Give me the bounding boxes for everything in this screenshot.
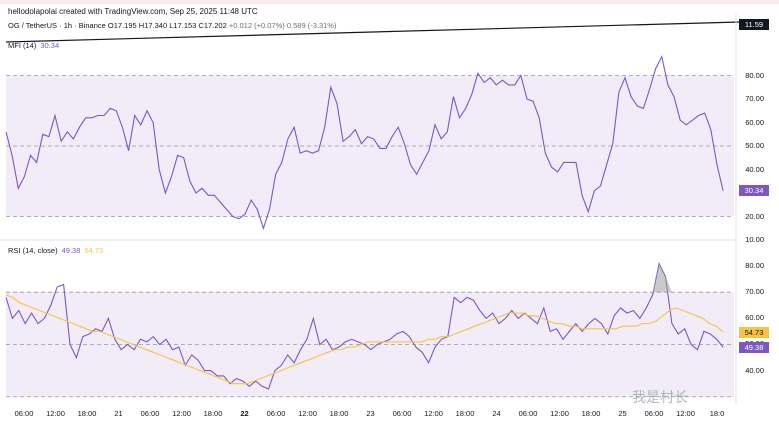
time-axis-label: 25 [618, 409, 627, 418]
time-axis-label: 12:00 [172, 409, 191, 418]
mfi-axis-tick: 60.00 [745, 117, 764, 127]
mfi-axis-tick: 50.00 [745, 141, 764, 150]
time-axis-label: 22 [240, 409, 249, 418]
time-axis-label: 12:00 [424, 409, 443, 418]
mfi-pane-label[interactable]: MFI (14) 30.34 [8, 41, 59, 50]
watermark: 我是村长 [632, 390, 688, 406]
time-axis-label: 18:0 [709, 409, 725, 418]
rsi-title: RSI (14, close) [8, 246, 58, 255]
time-axis-label: 18:00 [329, 409, 349, 418]
time-axis-label: 06:00 [392, 409, 412, 418]
time-axis-label: 06:00 [140, 409, 160, 418]
time-axis-label: 21 [114, 409, 123, 418]
mfi-series-line [5, 55, 724, 231]
mfi-current-value: 30.34 [40, 41, 60, 50]
time-axis-label: 06:00 [644, 409, 664, 418]
time-axis-label: 24 [492, 409, 501, 418]
last-price-box: 11.59 [739, 19, 769, 30]
time-axis-label: 12:00 [550, 409, 569, 418]
mfi-axis-tick: 20.00 [745, 211, 764, 221]
rsi-axis-tick: 60.00 [745, 313, 764, 323]
symbol-name: OG / TetherUS · 1h · Binance [8, 21, 106, 30]
mfi-title: MFI (14) [8, 41, 37, 50]
time-axis-label: 18:00 [455, 409, 475, 418]
time-axis-label: 18:00 [203, 409, 223, 418]
time-axis-label: 06:00 [14, 409, 34, 418]
mfi-value-badge: 30.34 [739, 185, 769, 197]
time-axis-label: 18:00 [77, 409, 97, 418]
mfi-axis-tick: 80.00 [745, 70, 764, 80]
time-axis-label: 12:00 [46, 409, 65, 418]
mfi-axis-tick: 10.00 [745, 235, 764, 244]
ohlc-values: O17.195 H17.340 L17.153 C17.202 [107, 21, 227, 30]
rsi-axis-tick: 40.00 [745, 365, 764, 375]
rsi-axis-tick: 70.00 [745, 287, 764, 297]
rsi-current-value: 49.38 [61, 246, 81, 255]
rsi-series-line [5, 261, 724, 390]
rsi-overbought-fill [646, 263, 679, 293]
time-axis-label: 12:00 [676, 409, 695, 418]
rsi-axis-tick: 80.00 [745, 261, 764, 271]
mfi-axis-tick: 70.00 [745, 94, 764, 103]
header-price-line [5, 21, 741, 43]
rsi-pane-label[interactable]: RSI (14, close) 49.38 54.73 [8, 246, 103, 255]
price-change: +0.012 (+0.07%) [228, 21, 285, 30]
rsi-value-badge: 49.38 [739, 341, 769, 353]
time-axis-label: 18:00 [581, 409, 601, 418]
rsi-ma-value: 54.73 [84, 246, 104, 255]
rsi-ma-value-badge: 54.73 [739, 326, 769, 338]
top-strip [0, 0, 779, 4]
rsi-series-ma-line [5, 294, 724, 385]
volume-value: 0.589 (-3.31%) [286, 21, 337, 30]
credit-line: hellodolapolai created with TradingView.… [8, 7, 258, 16]
time-axis-label: 06:00 [266, 409, 286, 418]
symbol-line: OG / TetherUS · 1h · Binance O17.195 H17… [8, 21, 336, 30]
mfi-axis-tick: 40.00 [745, 164, 764, 174]
time-axis-label: 12:00 [298, 409, 317, 418]
time-axis-label: 06:00 [518, 409, 538, 418]
time-axis-label: 23 [366, 409, 375, 418]
